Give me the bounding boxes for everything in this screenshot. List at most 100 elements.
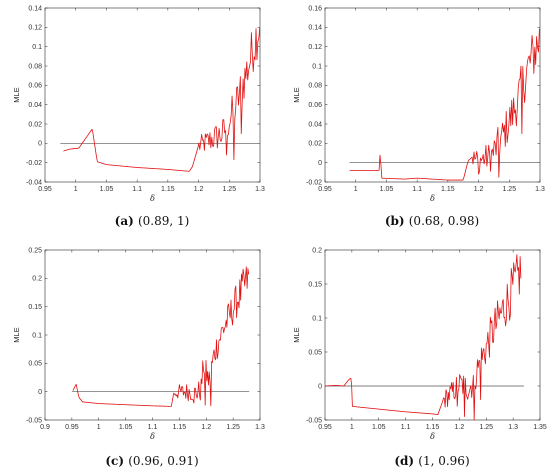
x-tick-label: 1.1 xyxy=(412,186,422,193)
y-tick-label: -0.04 xyxy=(26,179,42,186)
series-line xyxy=(324,254,522,421)
x-axis-label: δ xyxy=(430,432,435,441)
x-axis-label: δ xyxy=(150,432,155,441)
y-tick-label: 0.1 xyxy=(312,63,322,70)
panel-caption: (a) (0.89, 1) xyxy=(115,214,190,228)
x-tick-label: 0.95 xyxy=(38,186,52,193)
x-tick-label: 1.3 xyxy=(255,424,265,431)
chart-panel-3: 0.9 0.95 1 1.05 1.1 1.15 1.2 1.25 1.3 -0.05 0 0.05 0… xyxy=(12,247,265,468)
y-tick-label: 0.04 xyxy=(28,102,42,109)
y-tick-label: 0.14 xyxy=(28,5,42,12)
x-tick-label: 1.1 xyxy=(148,424,158,431)
y-tick-label: 0.02 xyxy=(308,141,322,148)
y-tick-label: 0.15 xyxy=(28,304,42,311)
x-tick-label: 1.35 xyxy=(533,424,547,431)
x-tick-label: 1.15 xyxy=(441,186,455,193)
plot-frame xyxy=(324,249,541,421)
y-tick-label: 0.2 xyxy=(32,276,42,283)
caption-letter: (c) xyxy=(105,454,128,468)
x-tick-label: 1.15 xyxy=(426,424,440,431)
y-tick-label: -0.05 xyxy=(306,417,322,424)
y-axis-label: MLE xyxy=(12,87,21,102)
caption-text: (1, 0.96) xyxy=(418,454,469,468)
x-tick-label: 1.15 xyxy=(161,186,175,193)
y-tick-label: 0.25 xyxy=(28,247,42,254)
x-tick-label: 1 xyxy=(350,424,354,431)
y-tick-label: 0.16 xyxy=(308,5,322,12)
y-tick-label: 0.02 xyxy=(28,121,42,128)
panel-caption: (c) (0.96, 0.91) xyxy=(105,454,198,468)
plot-frame xyxy=(324,7,541,183)
y-tick-label: -0.02 xyxy=(306,179,322,186)
y-tick-label: 0.12 xyxy=(28,25,42,32)
x-tick-label: 1 xyxy=(97,424,101,431)
plot-frame xyxy=(44,249,261,421)
y-tick-label: 0 xyxy=(38,389,42,396)
plot-frame xyxy=(44,7,261,183)
x-tick-label: 1.25 xyxy=(502,186,516,193)
x-tick-label: 1.05 xyxy=(119,424,133,431)
y-tick-label: 0 xyxy=(38,141,42,148)
y-tick-label: 0.08 xyxy=(308,83,322,90)
y-tick-label: 0.05 xyxy=(28,361,42,368)
y-axis-label: MLE xyxy=(292,327,301,342)
x-tick-label: 1.3 xyxy=(255,186,265,193)
x-axis-label: δ xyxy=(430,194,435,203)
x-tick-label: 1.05 xyxy=(372,424,386,431)
series-line xyxy=(72,266,250,407)
caption-text: (0.68, 0.98) xyxy=(409,214,479,228)
y-tick-label: 0.14 xyxy=(308,25,322,32)
caption-letter: (b) xyxy=(385,214,409,228)
x-tick-label: 1.25 xyxy=(222,186,236,193)
x-tick-label: 1.1 xyxy=(132,186,142,193)
chart-panel-2: 0.95 1 1.05 1.1 1.15 1.2 1.25 1.3 -0.02 0 0.02 0.04… xyxy=(292,5,545,228)
x-tick-label: 1.2 xyxy=(455,424,465,431)
chart-panel-1: 0.95 1 1.05 1.1 1.15 1.2 1.25 1.3 -0.04 -0.02 0 0.0… xyxy=(12,5,265,228)
y-tick-label: 0.15 xyxy=(308,281,322,288)
x-tick-label: 1.05 xyxy=(380,186,394,193)
y-tick-label: -0.02 xyxy=(26,160,42,167)
chart-panel-4: 0.95 1 1.05 1.1 1.15 1.2 1.25 1.3 1.35 -0.05 0 0.05… xyxy=(292,247,547,468)
x-tick-label: 1.15 xyxy=(173,424,187,431)
y-tick-label: 0.06 xyxy=(28,83,42,90)
caption-text: (0.96, 0.91) xyxy=(128,454,198,468)
x-tick-label: 1.25 xyxy=(226,424,240,431)
caption-text: (0.89, 1) xyxy=(138,214,189,228)
y-tick-label: 0.12 xyxy=(308,44,322,51)
y-axis-label: MLE xyxy=(292,87,301,102)
x-tick-label: 1.3 xyxy=(535,186,545,193)
x-tick-label: 0.95 xyxy=(318,424,332,431)
x-tick-label: 0.9 xyxy=(40,424,50,431)
y-tick-label: 0.1 xyxy=(32,332,42,339)
x-tick-label: 1 xyxy=(354,186,358,193)
y-tick-label: 0.2 xyxy=(312,247,322,254)
series-line xyxy=(349,28,540,181)
x-tick-label: 1.1 xyxy=(401,424,411,431)
y-tick-label: 0.08 xyxy=(28,63,42,70)
y-tick-label: 0 xyxy=(318,160,322,167)
y-tick-label: 0.1 xyxy=(32,44,42,51)
caption-letter: (a) xyxy=(115,214,138,228)
panel-caption: (b) (0.68, 0.98) xyxy=(385,214,479,228)
y-tick-label: 0.1 xyxy=(312,315,322,322)
x-tick-label: 0.95 xyxy=(318,186,332,193)
y-tick-label: 0.06 xyxy=(308,102,322,109)
y-axis-label: MLE xyxy=(12,327,21,342)
y-tick-label: 0.05 xyxy=(308,349,322,356)
x-tick-label: 1.3 xyxy=(508,424,518,431)
x-tick-label: 1.2 xyxy=(194,186,204,193)
y-tick-label: 0 xyxy=(318,383,322,390)
y-tick-label: 0.04 xyxy=(308,121,322,128)
x-tick-label: 1.2 xyxy=(201,424,211,431)
x-axis-label: δ xyxy=(150,194,155,203)
x-tick-label: 1.25 xyxy=(479,424,493,431)
panel-caption: (d) (1, 0.96) xyxy=(394,454,469,468)
series-line xyxy=(63,27,261,172)
x-tick-label: 0.95 xyxy=(65,424,79,431)
x-tick-label: 1.05 xyxy=(100,186,114,193)
caption-letter: (d) xyxy=(394,454,418,468)
x-tick-label: 1.2 xyxy=(474,186,484,193)
x-tick-label: 1 xyxy=(74,186,78,193)
y-tick-label: -0.05 xyxy=(26,417,42,424)
